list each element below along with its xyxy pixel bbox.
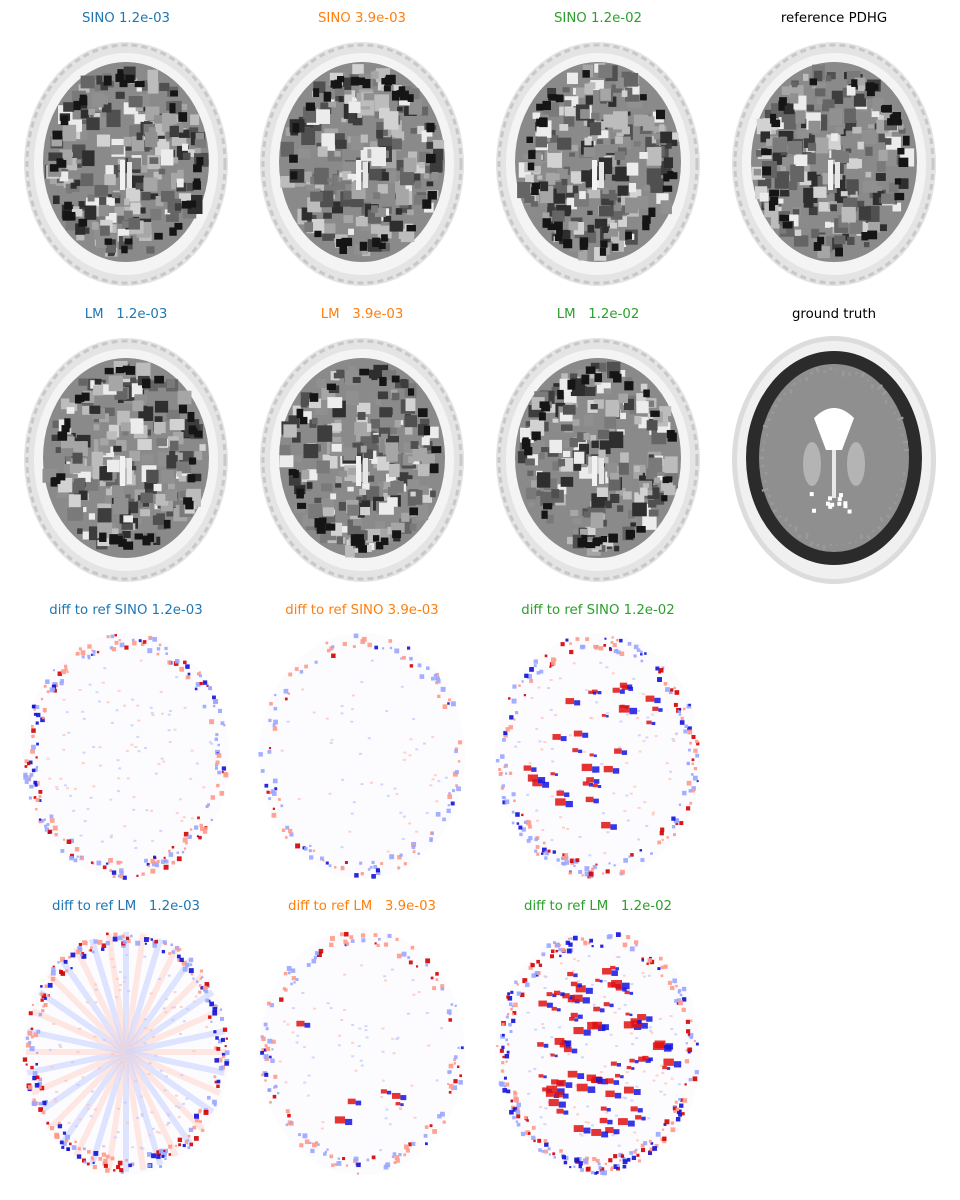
image-canvas [24, 338, 228, 582]
panel-title: diff to ref LM 1.2e-03 [52, 899, 200, 914]
panel-title: LM 3.9e-03 [320, 307, 404, 322]
recon-image [492, 36, 704, 288]
recon-image [256, 332, 468, 584]
image-canvas [24, 42, 228, 286]
panel-title: SINO 1.2e-02 [553, 11, 643, 26]
recon-image [256, 36, 468, 288]
image-canvas [732, 336, 936, 584]
panel-title: diff to ref SINO 3.9e-03 [285, 603, 439, 618]
image-canvas [258, 633, 465, 879]
ground-truth-image [728, 332, 940, 584]
diff-image [20, 924, 232, 1176]
image-canvas [732, 42, 936, 286]
diff-image [492, 628, 704, 880]
recon-image [20, 332, 232, 584]
diff-image [20, 628, 232, 880]
image-canvas [22, 929, 230, 1175]
panel-title: LM 1.2e-03 [84, 307, 168, 322]
recon-image [728, 36, 940, 288]
image-canvas [496, 42, 700, 286]
diff-image [492, 924, 704, 1176]
panel-title: SINO 3.9e-03 [317, 11, 407, 26]
recon-image [20, 36, 232, 288]
image-canvas [23, 633, 229, 880]
panel-title: SINO 1.2e-03 [81, 11, 171, 26]
image-canvas [495, 633, 701, 879]
panel-title: reference PDHG [780, 11, 888, 26]
image-canvas [259, 929, 465, 1175]
image-canvas [496, 338, 700, 582]
panel-title: diff to ref LM 1.2e-02 [524, 899, 672, 914]
image-canvas [260, 338, 464, 582]
panel-title: diff to ref SINO 1.2e-02 [521, 603, 675, 618]
image-canvas [260, 42, 464, 286]
recon-image [492, 332, 704, 584]
panel-title: ground truth [791, 307, 877, 322]
diff-image [256, 628, 468, 880]
panel-title: LM 1.2e-02 [556, 307, 640, 322]
diff-image [256, 924, 468, 1176]
panel-title: diff to ref LM 3.9e-03 [288, 899, 436, 914]
panel-title: diff to ref SINO 1.2e-03 [49, 603, 203, 618]
image-canvas [495, 929, 701, 1176]
